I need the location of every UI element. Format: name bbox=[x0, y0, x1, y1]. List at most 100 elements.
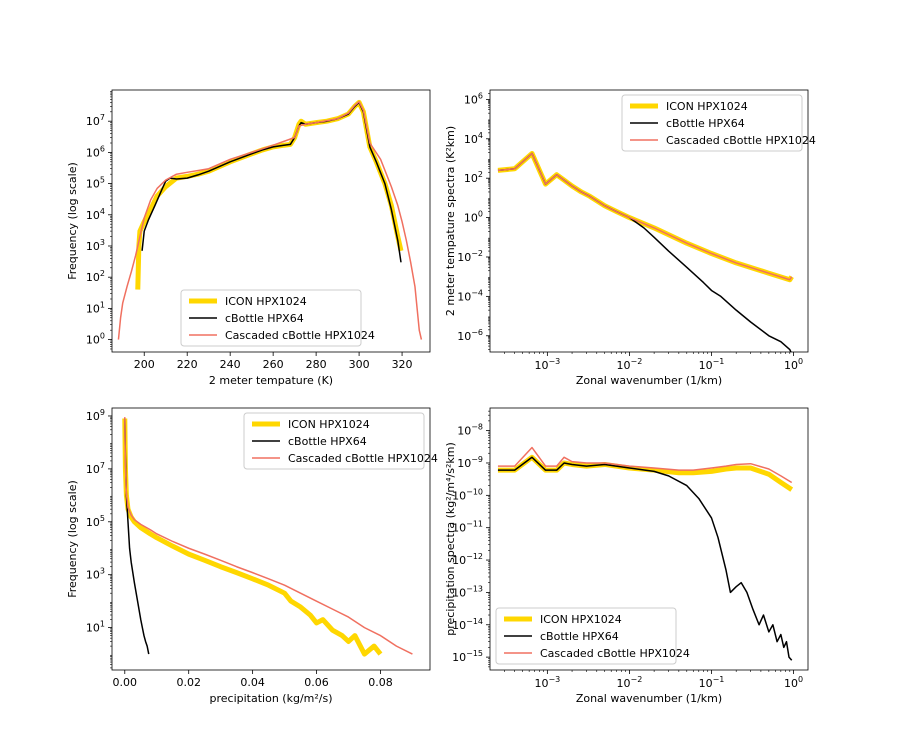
legend: ICON HPX1024 cBottle HPX64 Cascaded cBottl… bbox=[621, 94, 816, 152]
y-tick-label-base: 10 bbox=[457, 425, 471, 438]
chart-panel-bottom-right: 10−3 10−2 10−1 10010−1510−1410−1310−1210−11… bbox=[444, 407, 809, 705]
y-tick-label: 10−4 bbox=[457, 288, 483, 303]
y-tick-label: 100 bbox=[86, 332, 105, 347]
y-tick-label-exp: 3 bbox=[100, 238, 105, 247]
series-line-1 bbox=[141, 101, 402, 263]
series-line-1 bbox=[497, 456, 793, 661]
y-tick-label-exp: −11 bbox=[466, 520, 483, 529]
y-tick-label-exp: 4 bbox=[100, 207, 105, 216]
y-tick-label-base: 10 bbox=[86, 209, 100, 222]
legend: ICON HPX1024 cBottle HPX64 Cascaded cBottl… bbox=[243, 412, 438, 470]
y-tick-label: 10−12 bbox=[452, 552, 483, 567]
x-tick-label-exp: −2 bbox=[631, 357, 643, 366]
x-tick-label-base: 10 bbox=[617, 677, 631, 690]
legend-box bbox=[495, 607, 677, 665]
y-tick-label: 103 bbox=[86, 238, 105, 253]
y-tick-label-exp: 0 bbox=[478, 210, 483, 219]
y-tick-label: 104 bbox=[86, 207, 105, 222]
series-line-2 bbox=[117, 101, 423, 340]
x-axis-label: Zonal wavenumber (1/km) bbox=[576, 692, 722, 705]
series-line-2 bbox=[497, 152, 793, 281]
y-tick-label: 107 bbox=[86, 113, 105, 128]
series-line-2 bbox=[497, 446, 793, 484]
x-tick-label: 10−1 bbox=[699, 357, 725, 372]
y-tick-label-base: 10 bbox=[86, 622, 100, 635]
y-tick-label-base: 10 bbox=[452, 489, 466, 502]
y-tick-label-exp: −10 bbox=[466, 487, 483, 496]
x-tick-label: 10−1 bbox=[699, 675, 725, 690]
x-tick-label-exp: 0 bbox=[798, 357, 803, 366]
legend-box bbox=[621, 94, 803, 152]
plot-area bbox=[497, 446, 794, 661]
y-tick-label-base: 10 bbox=[452, 619, 466, 632]
y-tick-label-base: 10 bbox=[86, 271, 100, 284]
y-tick-label: 10−14 bbox=[452, 617, 483, 632]
legend-entry-1: cBottle HPX64 bbox=[666, 117, 745, 130]
x-tick-label: 10−3 bbox=[534, 675, 560, 690]
y-tick-label-base: 10 bbox=[464, 212, 478, 225]
x-tick-label-exp: −1 bbox=[713, 675, 725, 684]
legend-entry-2: Cascaded cBottle HPX1024 bbox=[288, 452, 438, 465]
y-tick-label: 102 bbox=[464, 170, 483, 185]
x-tick-label: 10−3 bbox=[534, 357, 560, 372]
y-axis-label: Frequency (log scale) bbox=[66, 480, 79, 598]
y-tick-label-base: 10 bbox=[86, 463, 100, 476]
x-axis-label: Zonal wavenumber (1/km) bbox=[576, 374, 722, 387]
y-tick-label-exp: 3 bbox=[100, 567, 105, 576]
y-tick-label-base: 10 bbox=[452, 554, 466, 567]
x-axis-label: 2 meter tempature (K) bbox=[209, 374, 333, 387]
y-tick-label-exp: 5 bbox=[100, 514, 105, 523]
y-tick-label: 10−2 bbox=[457, 249, 483, 264]
y-tick-label: 10−8 bbox=[457, 423, 483, 438]
legend-box bbox=[243, 412, 425, 470]
x-tick-label-exp: 0 bbox=[798, 675, 803, 684]
y-tick-label-exp: −2 bbox=[471, 249, 483, 258]
y-tick-label: 10−9 bbox=[457, 455, 483, 470]
y-tick-label-base: 10 bbox=[457, 290, 471, 303]
plot-area bbox=[122, 417, 413, 657]
y-tick-label: 106 bbox=[464, 91, 483, 106]
y-tick-label-base: 10 bbox=[86, 146, 100, 159]
y-tick-label-exp: −14 bbox=[466, 617, 483, 626]
legend: ICON HPX1024 cBottle HPX64 Cascaded cBottl… bbox=[180, 289, 375, 347]
x-tick-label-exp: −3 bbox=[548, 357, 560, 366]
y-tick-label-exp: 6 bbox=[100, 144, 105, 153]
y-tick-label-exp: 4 bbox=[478, 131, 483, 140]
legend-entry-2: Cascaded cBottle HPX1024 bbox=[666, 134, 816, 147]
series-line-1 bbox=[124, 418, 150, 655]
legend-entry-0: ICON HPX1024 bbox=[225, 295, 307, 308]
y-tick-label-base: 10 bbox=[86, 178, 100, 191]
axes-frame bbox=[111, 89, 431, 353]
x-tick-label-base: 10 bbox=[534, 359, 548, 372]
axes-frame bbox=[111, 407, 431, 671]
x-tick-label: 0.02 bbox=[176, 676, 201, 689]
y-tick-label-base: 10 bbox=[86, 569, 100, 582]
y-tick-label-exp: 0 bbox=[100, 332, 105, 341]
x-tick-label-exp: −1 bbox=[713, 357, 725, 366]
y-tick-label-exp: 1 bbox=[100, 300, 105, 309]
y-tick-label-exp: −15 bbox=[466, 649, 483, 658]
series-line-0 bbox=[497, 150, 794, 283]
y-tick-label-base: 10 bbox=[86, 516, 100, 529]
y-tick-label-base: 10 bbox=[86, 240, 100, 253]
y-tick-label: 104 bbox=[464, 131, 483, 146]
x-tick-label-exp: −3 bbox=[548, 675, 560, 684]
y-axis-label: precipitation spectra (kg²/m⁴/s²km) bbox=[444, 442, 457, 636]
y-tick-label: 10−10 bbox=[452, 487, 483, 502]
series-line-0 bbox=[135, 99, 404, 290]
axes-frame bbox=[489, 89, 809, 353]
y-tick-label-base: 10 bbox=[457, 251, 471, 264]
y-tick-label-base: 10 bbox=[457, 330, 471, 343]
axes-frame bbox=[489, 407, 809, 671]
plot-area bbox=[117, 99, 423, 340]
chart-panel-top-right: 10−3 10−2 10−1 10010−610−410−2100102104106Z… bbox=[444, 89, 816, 387]
y-tick-label: 101 bbox=[86, 620, 105, 635]
x-tick-label: 200 bbox=[134, 358, 155, 371]
y-tick-label-exp: −13 bbox=[466, 584, 483, 593]
y-tick-label-exp: 2 bbox=[478, 170, 483, 179]
y-tick-label-exp: 9 bbox=[100, 408, 105, 417]
plot-area bbox=[497, 150, 794, 352]
y-tick-label-exp: 5 bbox=[100, 176, 105, 185]
y-tick-label: 10−11 bbox=[452, 520, 483, 535]
